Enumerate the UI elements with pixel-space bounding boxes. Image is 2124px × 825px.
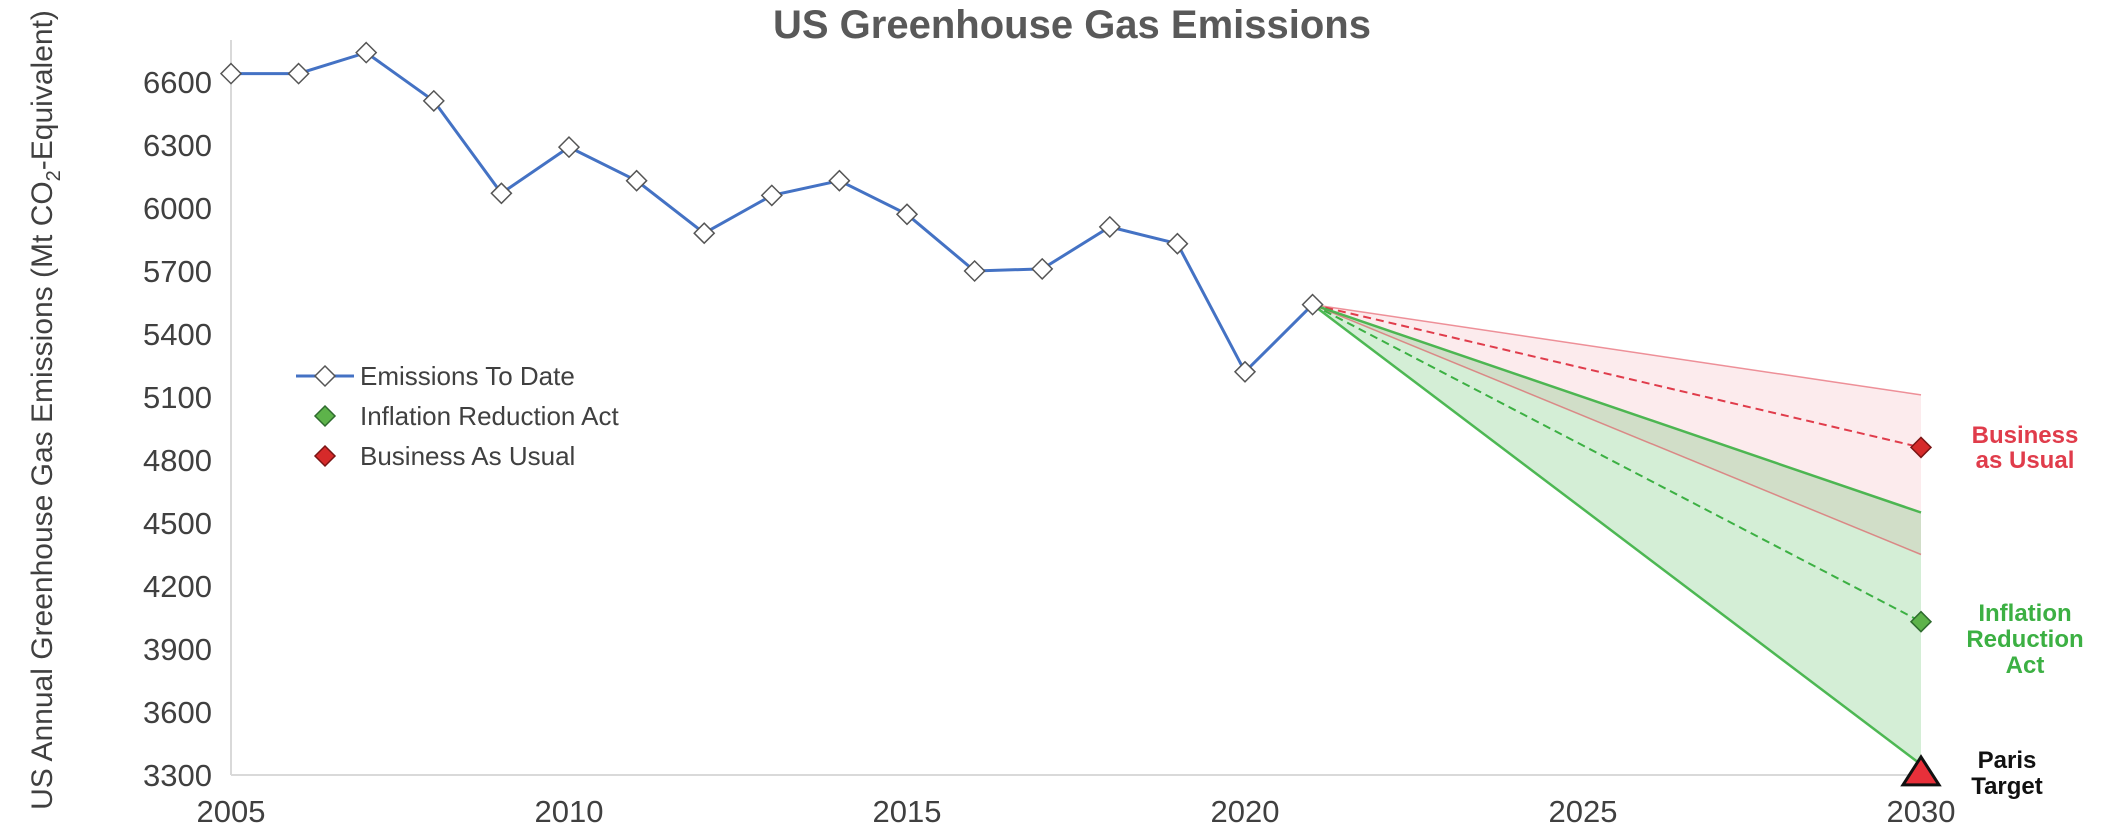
- emissions-point: [557, 136, 581, 159]
- ira-upper-bound-line: [1312, 303, 1922, 514]
- legend-diamond-ira-icon: [313, 404, 337, 428]
- emissions-point: [490, 182, 513, 205]
- projection-label-line: as Usual: [1976, 447, 2075, 474]
- projection-label-line: Inflation: [1978, 600, 2071, 627]
- x-tick-labels: 2005 2010 2015 2020 2025 2030: [197, 794, 1956, 825]
- legend-item-emissions-to-date: Emissions To Date: [296, 361, 575, 391]
- x-tick-label: 2005: [197, 794, 266, 825]
- y-tick-label: 3300: [143, 758, 212, 793]
- emissions-point: [355, 41, 378, 64]
- legend-label-emissions: Emissions To Date: [360, 361, 575, 391]
- y-tick-label: 3600: [143, 695, 212, 730]
- ira-lower-bound-line: [1311, 303, 1922, 766]
- legend: Emissions To Date Inflation Reduction Ac…: [296, 361, 619, 471]
- emissions-point: [1233, 360, 1257, 383]
- projection-labels: Business as Usual Inflation Reduction Act Par…: [1966, 422, 2083, 800]
- x-tick-label: 2025: [1549, 794, 1618, 825]
- legend-label-bau: Business As Usual: [360, 441, 575, 471]
- emissions-line: [231, 50, 1314, 375]
- projection-label-line: Act: [2006, 652, 2045, 679]
- ira-central-line: [1312, 303, 1922, 623]
- chart-title: US Greenhouse Gas Emissions: [773, 3, 1371, 47]
- axes: [230, 40, 1921, 776]
- y-tick-label: 4200: [143, 569, 212, 604]
- emissions-point: [895, 203, 919, 226]
- y-tick-label: 6600: [143, 65, 212, 100]
- emissions-point: [219, 62, 243, 85]
- legend-diamond-emissions-icon: [313, 364, 337, 388]
- emissions-point: [1301, 293, 1324, 316]
- y-tick-label: 5100: [143, 380, 212, 415]
- emissions-point: [760, 184, 783, 207]
- ira-endpoint: [1909, 610, 1933, 633]
- projection-lines: [1311, 303, 1922, 766]
- y-tick-label: 5700: [143, 254, 212, 289]
- y-axis-label: US Annual Greenhouse Gas Emissions (Mt C…: [26, 10, 65, 810]
- legend-item-ira: Inflation Reduction Act: [313, 401, 619, 431]
- projection-label-line: Target: [1971, 773, 2043, 800]
- projection-label-line: Paris: [1978, 747, 2037, 774]
- bau-lower-bound-line: [1312, 303, 1922, 556]
- y-tick-label: 5400: [143, 317, 212, 352]
- projection-label: Paris Target: [1971, 747, 2043, 800]
- legend-item-bau: Business As Usual: [313, 441, 575, 471]
- emissions-point: [963, 259, 986, 283]
- projection-label-line: Reduction: [1966, 626, 2083, 653]
- legend-diamond-bau-icon: [313, 444, 337, 468]
- emissions-point: [625, 169, 648, 192]
- bau-upper-bound-line: [1312, 303, 1922, 396]
- emissions-point: [422, 89, 445, 112]
- legend-label-ira: Inflation Reduction Act: [360, 401, 619, 431]
- emissions-point: [1166, 232, 1189, 255]
- emissions-point: [1098, 215, 1121, 238]
- y-axis-label-suffix: -Equivalent): [26, 10, 59, 170]
- emissions-point: [1031, 257, 1054, 280]
- emissions-point: [828, 169, 851, 192]
- emissions-to-date-series: [219, 41, 1324, 383]
- y-tick-label: 6300: [143, 128, 212, 163]
- x-tick-label: 2030: [1887, 794, 1956, 825]
- projection-label-line: Business: [1972, 422, 2079, 449]
- y-tick-label: 4500: [143, 506, 212, 541]
- paris-target-marker: [1900, 754, 1942, 787]
- y-tick-label: 4800: [143, 443, 212, 478]
- y-tick-label: 6000: [143, 191, 212, 226]
- x-tick-label: 2015: [873, 794, 942, 825]
- emissions-point: [287, 62, 310, 85]
- y-axis-label-subscript: 2: [43, 170, 65, 181]
- emissions-point: [693, 222, 716, 245]
- projection-endpoints: [1900, 436, 1942, 787]
- y-tick-label: 3900: [143, 632, 212, 667]
- projection-label: Business as Usual: [1972, 422, 2079, 474]
- x-tick-label: 2020: [1211, 794, 1280, 825]
- bau-central-line: [1312, 303, 1922, 449]
- projection-label: Inflation Reduction Act: [1966, 600, 2083, 679]
- y-axis-label-main: US Annual Greenhouse Gas Emissions (Mt C…: [26, 181, 59, 810]
- x-tick-label: 2010: [535, 794, 604, 825]
- bau-endpoint: [1909, 436, 1933, 459]
- y-tick-labels: 3300 3600 3900 4200 4500 4800 5100 5400 5700 6000…: [143, 65, 212, 793]
